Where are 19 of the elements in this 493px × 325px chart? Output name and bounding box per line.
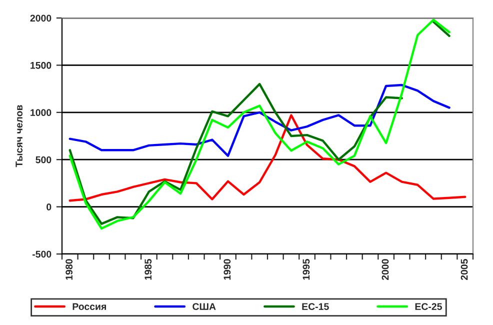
y-tick-label: 2000	[30, 14, 52, 22]
x-tick-label: 1985	[144, 258, 152, 280]
x-tick-label: 1995	[302, 258, 310, 280]
y-tick-label: 1500	[30, 62, 52, 69]
x-tick-label: 1980	[66, 259, 73, 280]
line-series	[68, 84, 450, 157]
y-tick-label: -500	[32, 250, 52, 258]
x-tick-label: 1990	[224, 259, 231, 280]
line-series	[68, 114, 466, 202]
legend-label: Россия	[72, 303, 106, 310]
y-tick-label: 500	[36, 156, 52, 164]
legend-label: США	[192, 303, 216, 310]
y-tick-label: 1000	[30, 109, 52, 116]
y-tick-label: 0	[46, 204, 52, 210]
x-tick-label: 2005	[460, 258, 468, 280]
x-tick-label: 2000	[382, 259, 389, 280]
legend-label: ЕС-15	[302, 303, 329, 310]
y-axis-title: Тысяч челов	[16, 105, 22, 168]
legend-label: ЕС-25	[415, 303, 442, 310]
